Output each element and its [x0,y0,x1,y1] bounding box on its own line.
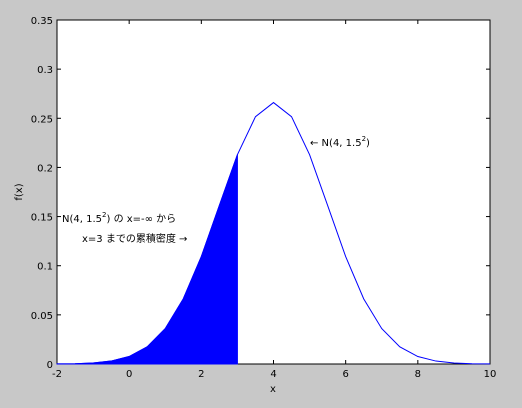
x-tick-label: -2 [52,369,62,380]
annotation-part: 2 [102,211,106,219]
y-axis-label: f(x) [14,183,25,200]
x-axis-label: x [270,384,276,395]
y-tick-label: 0.35 [31,16,53,27]
annotation-part: ← N(4, 1.5 [310,138,362,149]
plot-area [56,19,491,365]
annotation: x=3 までの累積密度 → [82,232,187,245]
x-tick-label: 2 [198,369,204,380]
x-tick-label: 6 [342,369,348,380]
x-tick-label: 4 [270,369,276,380]
annotation: N(4, 1.52) の x=-∞ から [62,211,176,225]
annotation-part: 2 [362,135,366,143]
x-tick-label: 0 [126,369,132,380]
annotation-part: x=3 までの累積密度 → [82,232,187,245]
y-tick-label: 0 [47,360,53,371]
annotation-part: N(4, 1.5 [62,214,102,225]
x-tick-label: 8 [415,369,421,380]
y-tick-label: 0.3 [37,65,53,76]
annotation: ← N(4, 1.52) [310,135,370,149]
y-tick-label: 0.1 [37,262,53,273]
y-tick-label: 0.05 [31,311,53,322]
line [56,101,491,365]
annotation-part: ) の x=-∞ から [106,213,176,225]
x-tick-label: 10 [484,369,497,380]
annotation-part: ) [366,138,370,149]
y-tick-label: 0.15 [31,213,53,224]
y-tick-label: 0.2 [37,163,53,174]
y-tick-label: 0.25 [31,114,53,125]
